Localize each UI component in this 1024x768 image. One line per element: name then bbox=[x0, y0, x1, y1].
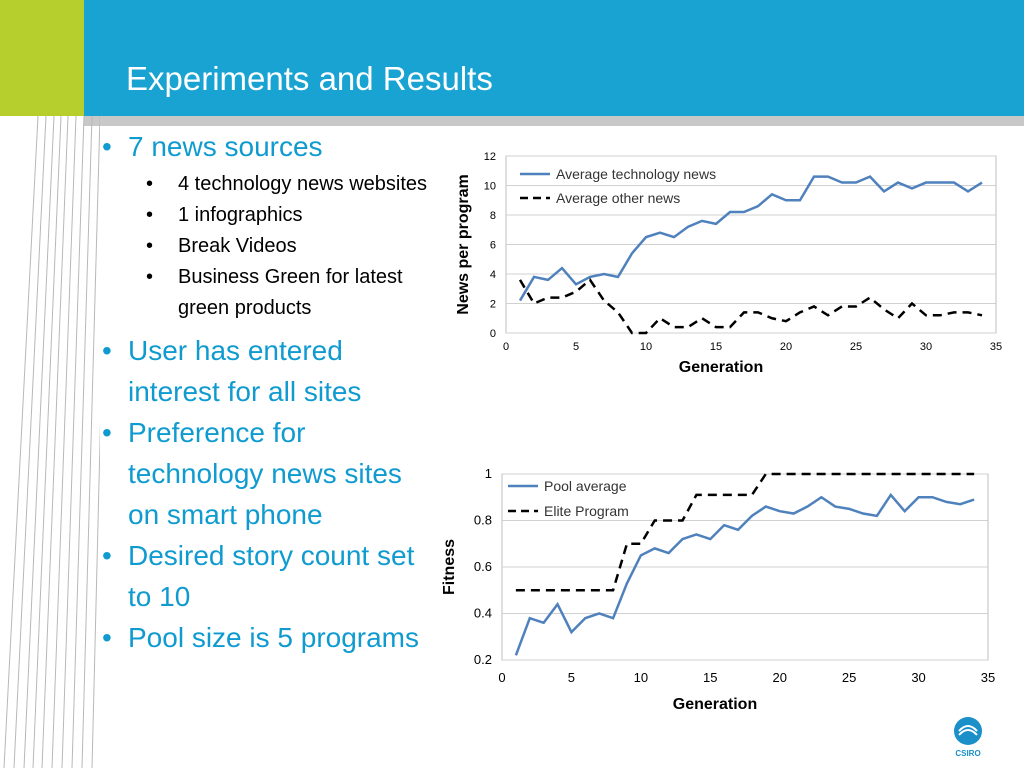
deco-line-5 bbox=[51, 115, 77, 768]
y-tick-label: 0 bbox=[490, 328, 496, 340]
y-tick-label: 8 bbox=[490, 210, 496, 222]
csiro-logo-text: CSIRO bbox=[955, 749, 980, 758]
x-tick-label: 5 bbox=[568, 670, 575, 685]
bullet-user-interest: User has entered interest for all sites bbox=[98, 330, 428, 412]
deco-line-2 bbox=[23, 115, 55, 768]
x-tick-label: 20 bbox=[780, 341, 792, 353]
deco-line-3 bbox=[32, 115, 62, 768]
x-tick-label: 10 bbox=[640, 341, 652, 353]
y-tick-label: 0.8 bbox=[474, 513, 492, 528]
x-tick-label: 15 bbox=[710, 341, 722, 353]
sub-bullet-business-green: Business Green for latest green products bbox=[98, 262, 428, 324]
x-tick-label: 30 bbox=[920, 341, 932, 353]
series-line-0 bbox=[518, 175, 983, 302]
deco-line-4 bbox=[41, 115, 69, 768]
header-shadow bbox=[84, 116, 1024, 126]
sub-bullet-break-videos: Break Videos bbox=[98, 231, 428, 262]
x-tick-label: 0 bbox=[498, 670, 505, 685]
csiro-logo: CSIRO bbox=[945, 713, 991, 759]
x-tick-label: 15 bbox=[703, 670, 717, 685]
deco-line-0 bbox=[3, 115, 39, 768]
deco-line-7 bbox=[71, 115, 93, 768]
x-tick-label: 35 bbox=[990, 341, 1002, 353]
x-tick-label: 10 bbox=[634, 670, 648, 685]
legend-label-1: Elite Program bbox=[544, 503, 629, 519]
y-tick-label: 4 bbox=[490, 269, 496, 281]
deco-line-1 bbox=[13, 115, 47, 768]
y-axis-label: Fitness bbox=[441, 539, 458, 595]
x-tick-label: 35 bbox=[981, 670, 995, 685]
header-bar bbox=[84, 0, 1024, 116]
header-green-block bbox=[0, 0, 84, 116]
y-tick-label: 0.2 bbox=[474, 652, 492, 667]
decorative-lines bbox=[3, 115, 100, 768]
y-tick-label: 12 bbox=[484, 151, 496, 163]
legend-label-0: Pool average bbox=[544, 478, 627, 494]
x-tick-label: 25 bbox=[842, 670, 856, 685]
bullet-list: 7 news sources 4 technology news website… bbox=[98, 126, 428, 658]
x-tick-label: 5 bbox=[573, 341, 579, 353]
legend-label-0: Average technology news bbox=[556, 166, 716, 182]
x-axis-label: Generation bbox=[673, 696, 757, 713]
y-tick-label: 10 bbox=[484, 181, 496, 193]
deco-line-6 bbox=[61, 115, 85, 768]
sub-bullet-tech-websites: 4 technology news websites bbox=[98, 169, 428, 200]
y-tick-label: 1 bbox=[485, 466, 492, 481]
deco-line-9 bbox=[91, 421, 100, 768]
y-axis-label: News per program bbox=[455, 174, 472, 314]
x-tick-label: 20 bbox=[772, 670, 786, 685]
bullet-pool-size: Pool size is 5 programs bbox=[98, 617, 428, 658]
y-tick-label: 0.4 bbox=[474, 606, 492, 621]
x-tick-label: 30 bbox=[911, 670, 925, 685]
slide-title: Experiments and Results bbox=[126, 60, 493, 97]
bullet-news-sources: 7 news sources bbox=[98, 126, 428, 167]
x-tick-label: 25 bbox=[850, 341, 862, 353]
x-axis-label: Generation bbox=[679, 359, 763, 376]
y-tick-label: 0.6 bbox=[474, 559, 492, 574]
y-tick-label: 6 bbox=[490, 240, 496, 252]
x-tick-label: 0 bbox=[503, 341, 509, 353]
series-line-1 bbox=[515, 472, 975, 592]
legend-label-1: Average other news bbox=[556, 190, 680, 206]
bullet-story-count: Desired story count set to 10 bbox=[98, 535, 428, 617]
fitness-chart: 0.20.40.60.810 5 10 15 20 25 30 35GenerationFit… bbox=[441, 466, 995, 713]
bullet-preference: Preference for technology news sites on … bbox=[98, 412, 428, 535]
series-line-0 bbox=[514, 492, 975, 656]
y-tick-label: 2 bbox=[490, 299, 496, 311]
deco-line-8 bbox=[81, 115, 100, 768]
sub-bullet-infographics: 1 infographics bbox=[98, 200, 428, 231]
csiro-logo-icon: CSIRO bbox=[954, 717, 982, 758]
series-line-1 bbox=[518, 278, 983, 335]
news-per-program-chart: 0 2 4 6 8 10 12 0 5 10 15 20 25 30 35 Generation News pe… bbox=[455, 151, 1002, 376]
